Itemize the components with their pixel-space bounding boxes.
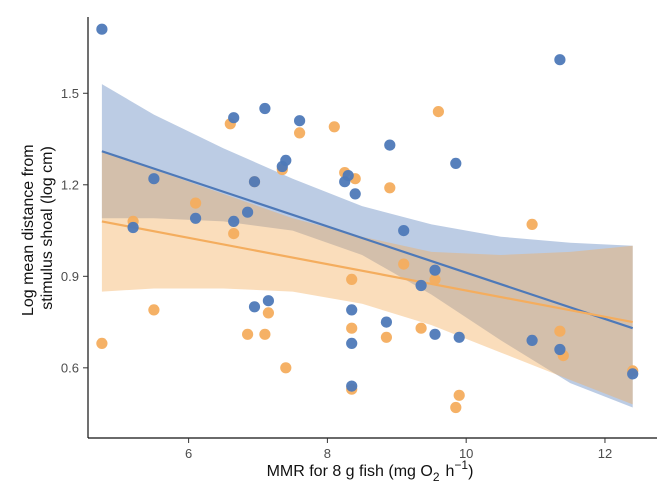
data-point-orange — [429, 273, 441, 285]
y-tick-label: 1.5 — [61, 86, 79, 101]
data-point-orange — [242, 328, 254, 340]
x-tick-label: 8 — [324, 446, 331, 461]
data-point-blue — [429, 264, 441, 276]
regression-lines — [101, 150, 634, 330]
data-point-orange — [380, 331, 392, 343]
data-point-orange — [96, 337, 108, 349]
data-point-blue — [453, 331, 465, 343]
data-point-orange — [432, 106, 444, 118]
y-ticks: 0.6 0.9 1.2 1.5 — [61, 86, 88, 375]
data-point-blue — [554, 343, 566, 356]
data-point-orange — [262, 307, 274, 319]
data-point-blue — [127, 221, 139, 234]
regression-line-orange — [101, 220, 633, 324]
data-point-orange — [554, 325, 566, 337]
x-ticks: 6 8 10 12 — [185, 438, 612, 461]
data-point-blue — [450, 157, 462, 169]
data-point-blue — [190, 212, 202, 224]
y-axis-title: Log mean distance from stimulus shoal (l… — [20, 140, 56, 316]
x-tick-label: 10 — [459, 446, 473, 461]
data-point-blue — [280, 154, 292, 166]
confidence-band-blue — [101, 84, 633, 408]
data-point-orange — [450, 401, 462, 414]
data-point-blue — [384, 139, 396, 151]
data-point-orange — [294, 127, 306, 139]
data-point-blue — [346, 304, 358, 316]
data-point-blue — [349, 188, 361, 200]
data-point-blue — [554, 54, 566, 66]
data-point-blue — [259, 102, 271, 115]
data-point-orange — [453, 389, 465, 401]
data-point-blue — [96, 23, 108, 35]
data-point-orange — [148, 304, 160, 316]
y-tick-label: 0.9 — [61, 269, 79, 284]
y-axis-title-line-2: stimulus shoal (log cm) — [39, 146, 56, 310]
data-point-orange — [346, 273, 358, 285]
confidence-bands — [101, 84, 633, 408]
data-point-blue — [415, 279, 427, 292]
data-point-blue — [398, 225, 410, 237]
data-point-blue — [526, 334, 538, 346]
data-point-blue — [148, 173, 160, 185]
y-axis-title-line-1: Log mean distance from — [20, 144, 37, 316]
data-point-orange — [190, 197, 202, 209]
data-point-orange — [526, 218, 538, 230]
data-point-blue — [242, 206, 254, 218]
data-point-blue — [429, 328, 441, 340]
data-point-orange — [346, 322, 358, 334]
data-point-blue — [342, 170, 354, 182]
data-point-blue — [346, 380, 358, 392]
data-point-blue — [228, 112, 240, 124]
data-point-orange — [280, 362, 292, 374]
data-point-blue — [248, 301, 261, 313]
x-tick-label: 6 — [185, 446, 192, 461]
data-point-blue — [380, 316, 392, 328]
data-point-orange — [415, 322, 427, 334]
y-tick-label: 1.2 — [61, 177, 79, 192]
data-point-blue — [294, 115, 306, 127]
data-point-blue — [228, 215, 240, 227]
data-point-blue — [346, 337, 358, 349]
x-axis-title: MMR for 8 g fish (mg O2 h−1) — [267, 458, 474, 484]
data-point-blue — [248, 176, 261, 188]
data-point-orange — [228, 228, 240, 240]
data-point-orange — [384, 182, 396, 194]
data-point-blue — [627, 368, 639, 380]
data-point-orange — [398, 258, 410, 270]
data-points — [96, 23, 639, 414]
data-point-orange — [328, 121, 340, 133]
y-tick-label: 0.6 — [61, 360, 79, 375]
x-tick-label: 12 — [598, 446, 612, 461]
confidence-band-orange — [101, 151, 633, 405]
data-point-blue — [262, 295, 274, 307]
regression-line-blue — [101, 150, 634, 330]
data-point-orange — [259, 328, 271, 340]
